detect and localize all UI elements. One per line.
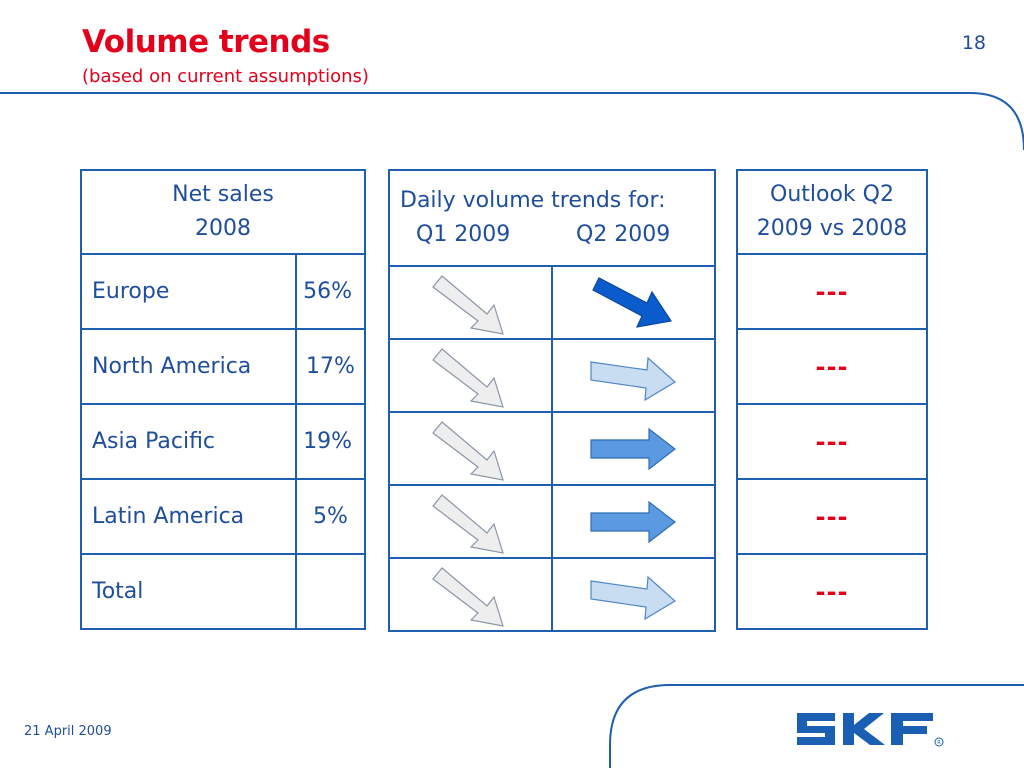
outlook-value: --- xyxy=(736,553,928,630)
slide-title: Volume trends xyxy=(82,24,330,60)
arrow-right-medium-blue-icon xyxy=(550,411,717,486)
arrow-right-light-blue-icon xyxy=(550,557,717,632)
arrow-down-right-light-gray-icon xyxy=(388,557,553,632)
daily-trends-header: Daily volume trends for: Q1 2009 Q2 2009 xyxy=(388,169,716,267)
net-sales-header-line1: Net sales xyxy=(172,181,274,207)
region-share: 5% xyxy=(295,478,366,555)
outlook-header-line1: Outlook Q2 xyxy=(770,181,894,207)
region-share: 19% xyxy=(295,403,366,480)
daily-volume-trends-table: Daily volume trends for: Q1 2009 Q2 2009 xyxy=(388,169,717,632)
region-share: 56% xyxy=(295,253,366,330)
col-q1-label: Q1 2009 xyxy=(416,222,511,247)
table-row xyxy=(388,411,717,486)
table-row: Asia Pacific 19% xyxy=(80,403,366,480)
arrow-down-right-light-gray-icon xyxy=(388,484,553,559)
outlook-value: --- xyxy=(736,328,928,405)
region-share xyxy=(295,553,366,630)
arrow-right-medium-blue-icon xyxy=(550,484,717,559)
table-row: --- xyxy=(736,553,928,630)
outlook-table: Outlook Q2 2009 vs 2008 --- --- --- --- … xyxy=(736,169,928,630)
slide-subtitle: (based on current assumptions) xyxy=(82,66,369,87)
region-name: Europe xyxy=(80,253,297,330)
region-share: 17% xyxy=(295,328,366,405)
net-sales-table: Net sales 2008 Europe 56% North America … xyxy=(80,169,366,630)
arrow-down-right-light-gray-icon xyxy=(388,338,553,413)
table-row: North America 17% xyxy=(80,328,366,405)
table-row xyxy=(388,557,717,632)
region-name: Asia Pacific xyxy=(80,403,297,480)
table-row: Total xyxy=(80,553,366,630)
col-q2-label: Q2 2009 xyxy=(576,222,671,247)
outlook-value: --- xyxy=(736,403,928,480)
footer-date: 21 April 2009 xyxy=(24,724,112,739)
table-row: --- xyxy=(736,253,928,330)
arrow-down-right-light-gray-icon xyxy=(388,411,553,486)
page-number: 18 xyxy=(961,32,986,54)
table-row: --- xyxy=(736,403,928,480)
region-name: Total xyxy=(80,553,297,630)
table-row xyxy=(388,338,717,413)
table-row: Europe 56% xyxy=(80,253,366,330)
skf-logo: R xyxy=(797,713,944,747)
svg-text:R: R xyxy=(937,740,941,746)
net-sales-header-line2: 2008 xyxy=(195,216,251,241)
arrow-down-right-light-gray-icon xyxy=(388,265,553,340)
table-row: --- xyxy=(736,478,928,555)
outlook-header-line2: 2009 vs 2008 xyxy=(756,216,908,241)
table-row: Latin America 5% xyxy=(80,478,366,555)
daily-trends-header-line1: Daily volume trends for: xyxy=(400,187,666,213)
region-name: North America xyxy=(80,328,297,405)
table-row: --- xyxy=(736,328,928,405)
region-name: Latin America xyxy=(80,478,297,555)
outlook-value: --- xyxy=(736,253,928,330)
table-row xyxy=(388,265,717,340)
arrow-down-right-dark-blue-icon xyxy=(550,265,717,340)
outlook-header: Outlook Q2 2009 vs 2008 xyxy=(736,169,928,255)
arrow-right-light-blue-icon xyxy=(550,338,717,413)
outlook-value: --- xyxy=(736,478,928,555)
table-row xyxy=(388,484,717,559)
net-sales-header: Net sales 2008 xyxy=(80,169,366,255)
